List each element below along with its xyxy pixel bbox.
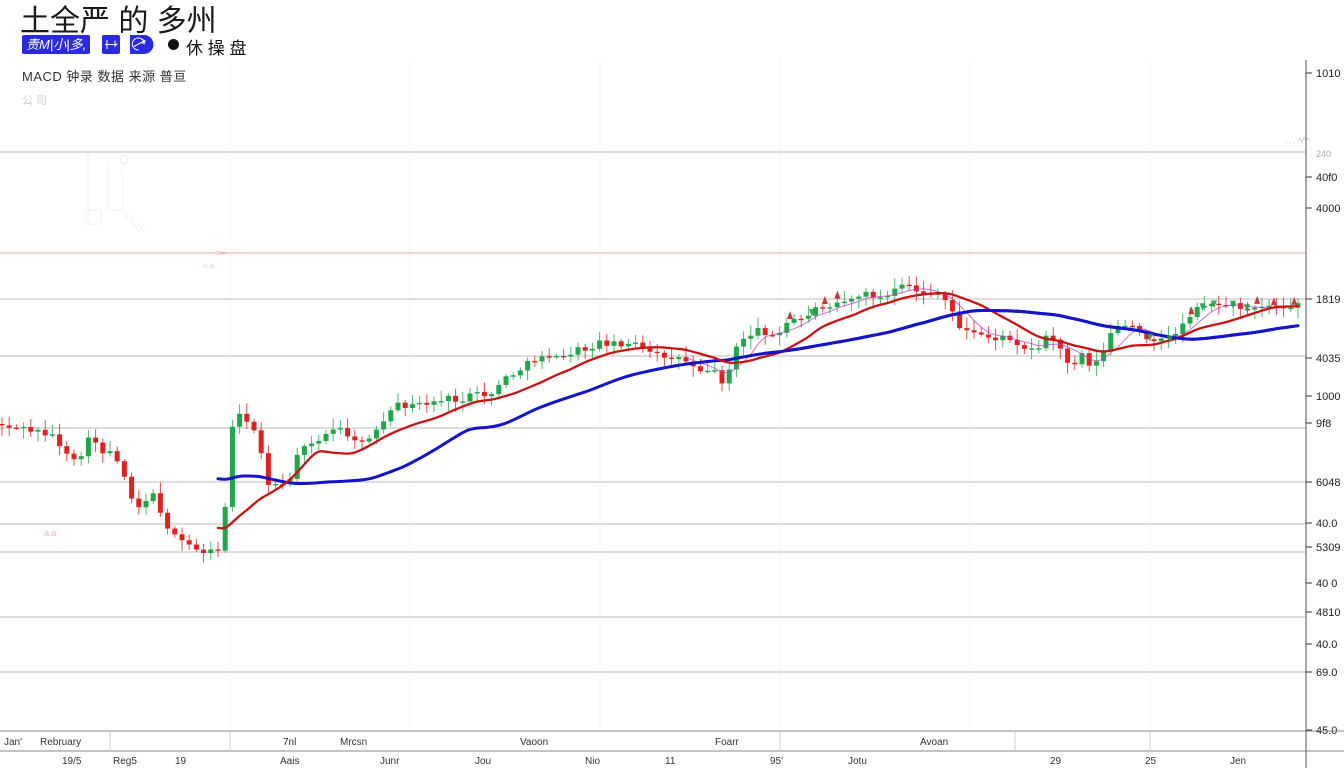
svg-text:4035: 4035 <box>1316 353 1340 365</box>
svg-text:Avoan: Avoan <box>920 737 948 748</box>
svg-text:Junr: Junr <box>380 756 400 767</box>
svg-text:Jan': Jan' <box>4 737 22 748</box>
svg-text:4000: 4000 <box>1316 203 1340 215</box>
svg-text:4810: 4810 <box>1316 607 1340 619</box>
svg-text:Vaoon: Vaoon <box>520 737 548 748</box>
svg-text:Reg5: Reg5 <box>113 756 137 767</box>
svg-text:40f0: 40f0 <box>1316 172 1337 184</box>
svg-text:6048: 6048 <box>1316 477 1340 489</box>
svg-text:19: 19 <box>175 756 187 767</box>
svg-text:69.0: 69.0 <box>1316 667 1337 679</box>
svg-text:1819: 1819 <box>1316 294 1340 306</box>
svg-text:29: 29 <box>1050 756 1062 767</box>
svg-text:40.0: 40.0 <box>1316 639 1337 651</box>
svg-text:40.0: 40.0 <box>1316 518 1337 530</box>
svg-text:Jotu: Jotu <box>848 756 867 767</box>
svg-text:5309: 5309 <box>1316 542 1340 554</box>
svg-text:1010: 1010 <box>1316 68 1340 80</box>
svg-text:11: 11 <box>665 756 676 767</box>
svg-text:25: 25 <box>1145 756 1157 767</box>
svg-text:a.a: a.a <box>44 528 57 538</box>
svg-text:40 0: 40 0 <box>1316 578 1337 590</box>
svg-text:Foarr: Foarr <box>715 737 740 748</box>
svg-text:o.a: o.a <box>203 261 215 270</box>
svg-text:19/5: 19/5 <box>62 756 82 767</box>
svg-text:Jen: Jen <box>1230 756 1246 767</box>
svg-text:95': 95' <box>770 756 783 767</box>
svg-text:240: 240 <box>1316 149 1331 159</box>
svg-text:9f8: 9f8 <box>1316 418 1331 430</box>
svg-text:Rebruary: Rebruary <box>40 737 81 748</box>
svg-text:Mrcsn: Mrcsn <box>340 737 367 748</box>
svg-text:7nl: 7nl <box>283 737 296 748</box>
svg-text:Jou: Jou <box>475 756 491 767</box>
svg-text:Nio: Nio <box>585 756 600 767</box>
svg-text:Aais: Aais <box>280 756 299 767</box>
svg-text:1000: 1000 <box>1316 391 1340 403</box>
